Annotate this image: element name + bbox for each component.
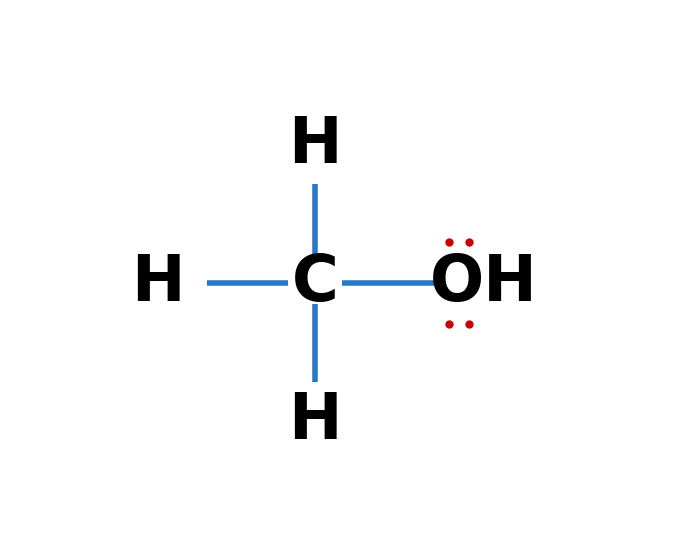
Text: H: H — [288, 390, 342, 452]
Text: H: H — [288, 114, 342, 176]
Text: H: H — [132, 252, 185, 314]
Text: OH: OH — [430, 252, 538, 314]
Text: C: C — [292, 252, 339, 314]
